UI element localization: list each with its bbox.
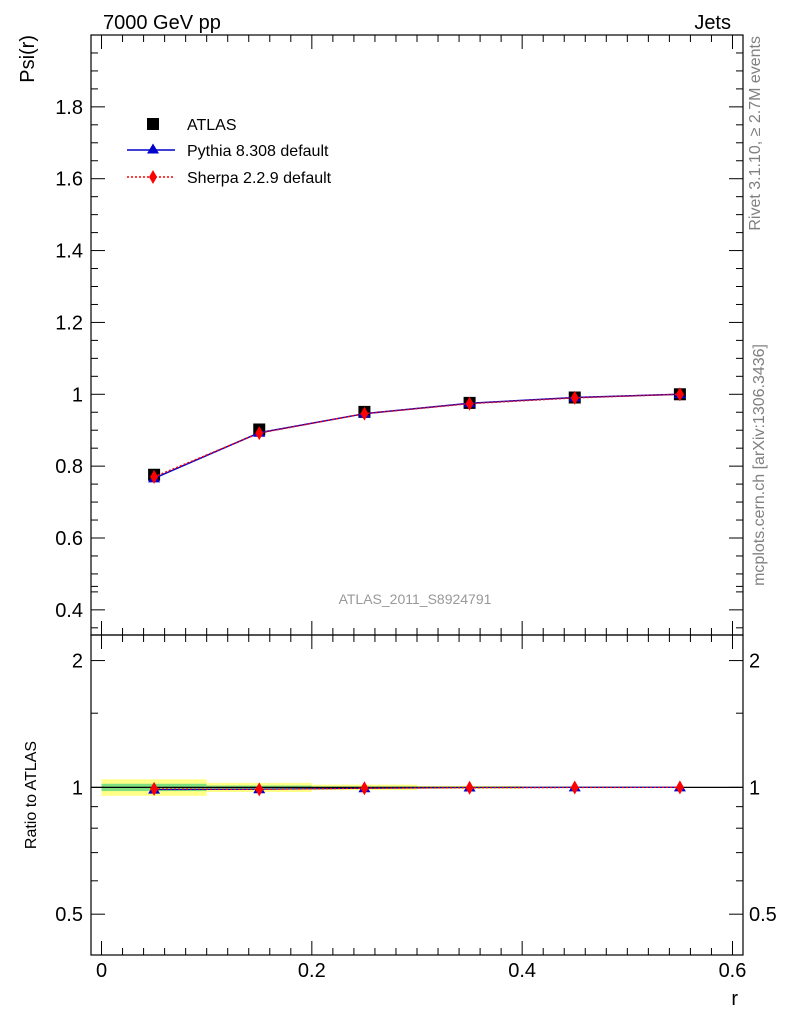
- sherpa-line: [153, 393, 680, 478]
- main-y-tick-label: 0.4: [55, 600, 83, 622]
- rivet-version-label: Rivet 3.1.10, ≥ 2.7M events: [747, 36, 764, 231]
- main-y-tick-label: 1: [72, 384, 83, 406]
- sherpa-point: [255, 426, 264, 441]
- main-y-axis-title: Psi(r): [17, 35, 39, 83]
- ratio-y-axis-title: Ratio to ATLAS: [23, 741, 40, 849]
- x-axis-title: r: [731, 988, 738, 1010]
- ratio-panel-frame: [90, 634, 744, 956]
- ratio-pythia-line: [154, 786, 680, 791]
- legend-pythia-marker: [147, 143, 159, 154]
- analysis-label: ATLAS_2011_S8924791: [339, 591, 492, 607]
- sherpa-point: [150, 469, 159, 484]
- x-tick-label: 0.2: [298, 960, 326, 982]
- ratio-y-tick-label-right: 1: [749, 777, 760, 799]
- ratio-sherpa-point: [360, 781, 369, 796]
- main-y-tick-label: 0.8: [55, 456, 83, 478]
- mcplots-label: mcplots.cern.ch [arXiv:1306.3436]: [751, 344, 768, 586]
- legend-sherpa-marker: [149, 170, 157, 184]
- ratio-sherpa-point: [255, 782, 264, 797]
- main-y-tick-label: 1.8: [55, 97, 83, 119]
- sherpa-point: [465, 396, 474, 411]
- legend-pythia-label: Pythia 8.308 default: [187, 143, 329, 160]
- ratio-y-tick-label-left: 0.5: [55, 904, 83, 926]
- ratio-axis-ticks: 0.5 0.5 1 1 2 2 0 0.2 0.4 0.6: [55, 585, 777, 982]
- sherpa-point: [675, 387, 684, 402]
- ratio-y-tick-label-left: 1: [72, 777, 83, 799]
- x-tick-label: 0.6: [719, 960, 747, 982]
- sherpa-point: [360, 406, 369, 421]
- ratio-y-tick-label-right: 2: [749, 651, 760, 673]
- ratio-sherpa-point: [570, 780, 579, 795]
- sherpa-point: [570, 390, 579, 405]
- ratio-y-tick-label-left: 2: [72, 651, 83, 673]
- legend-sherpa-label: Sherpa 2.2.9 default: [187, 170, 332, 187]
- main-y-tick-label: 1.6: [55, 169, 83, 191]
- header-left-label: 7000 GeV pp: [103, 12, 221, 34]
- main-axis-ticks: 0.4 0.6 0.8 1 1.2 1.4 1.6 1.8: [55, 35, 743, 635]
- legend-atlas-label: ATLAS: [187, 117, 237, 134]
- ratio-sherpa-point: [150, 781, 159, 796]
- legend: ATLAS Pythia 8.308 default Sherpa 2.2.9 …: [127, 117, 332, 187]
- ratio-sherpa-point: [675, 780, 684, 795]
- main-y-tick-label: 0.6: [55, 528, 83, 550]
- x-tick-label: 0.4: [508, 960, 536, 982]
- header-right-label: Jets: [694, 12, 731, 34]
- main-y-tick-label: 1.4: [55, 241, 83, 263]
- main-y-tick-label: 1.2: [55, 312, 83, 334]
- x-tick-label: 0: [96, 960, 107, 982]
- main-series-marks: [148, 387, 686, 484]
- ratio-y-tick-label-right: 0.5: [749, 904, 777, 926]
- ratio-series-marks: [148, 780, 686, 797]
- legend-atlas-marker: [147, 118, 159, 130]
- ratio-sherpa-point: [465, 780, 474, 795]
